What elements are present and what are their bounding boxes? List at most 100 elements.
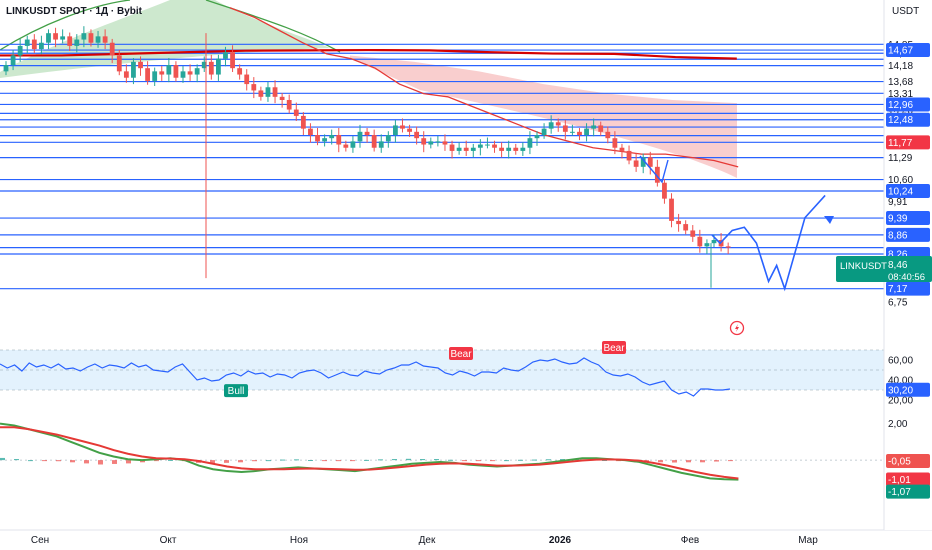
time-tick: Фев: [681, 535, 699, 546]
candle-body: [414, 131, 420, 139]
level-tag[interactable]: [886, 227, 930, 242]
candle-body: [39, 42, 44, 50]
candle-body: [194, 68, 200, 75]
macd-pane: [0, 422, 884, 481]
candle-body: [109, 42, 115, 56]
rsi-signal-label: Bear: [450, 349, 472, 360]
price-tag[interactable]: LINKUSDT 8,46 08:40:56: [836, 256, 932, 283]
candle-body: [102, 36, 108, 43]
candle-body: [662, 182, 667, 199]
candle-body: [407, 128, 412, 132]
macd-hist-bar: [224, 460, 229, 463]
candle-body: [555, 122, 561, 126]
level-tag[interactable]: [886, 184, 930, 198]
projection-path[interactable]: [639, 155, 834, 292]
green-ma-line: [0, 0, 131, 51]
level-tag[interactable]: [886, 281, 930, 296]
level-tag-label: 12,48: [888, 115, 913, 126]
green-cloud: [0, 0, 330, 78]
price-tag-countdown: 08:40:56: [888, 272, 925, 283]
rsi-signal-badge: [602, 341, 626, 354]
candle-body: [527, 138, 533, 148]
candle-body: [619, 147, 625, 151]
macd-hist-bar: [672, 460, 677, 463]
macd-hist-bar: [140, 460, 145, 463]
rsi-signal-label: Bull: [228, 386, 245, 397]
price-tick: 13,68: [888, 77, 913, 88]
macd-hist-bar: [448, 459, 453, 461]
price-tick: 11,29: [888, 153, 913, 164]
candle-body: [612, 138, 618, 148]
candle-body: [548, 122, 554, 129]
macd-value-label: -0,05: [888, 457, 911, 468]
candle-body: [626, 150, 632, 161]
candle-body: [173, 65, 179, 78]
macd-hist-bar: [294, 459, 299, 461]
rsi-tick: 40,00: [888, 376, 913, 387]
candle-body: [725, 246, 731, 248]
candle-body: [265, 87, 271, 97]
candle-body: [223, 52, 228, 59]
macd-hist-bar: [56, 460, 61, 462]
level-tag-label: 9,39: [888, 214, 908, 225]
candle-body: [67, 36, 73, 46]
macd-hist-bar: [490, 460, 495, 462]
candle-body: [442, 141, 448, 145]
time-tick: 2026: [549, 535, 572, 546]
price-tick: 6,75: [888, 298, 908, 309]
candle-body: [421, 138, 427, 145]
macd-value-label: -1,07: [888, 487, 911, 498]
time-tick: Мар: [798, 535, 818, 546]
time-axis: Сен Окт Ноя Дек 2026 Фев Мар: [0, 529, 932, 546]
macd-hist-bar: [420, 459, 425, 461]
candle-body: [322, 138, 327, 142]
candle-body: [60, 36, 66, 40]
macd-hist-bar: [392, 459, 397, 461]
candle-body: [138, 61, 143, 69]
price-tick: 13,31: [888, 89, 913, 100]
candle-body: [3, 65, 9, 72]
candle-body: [208, 61, 214, 75]
level-tag[interactable]: [886, 43, 930, 58]
level-tag-label: 11,77: [888, 138, 913, 149]
candle-body: [676, 220, 681, 225]
candle-body: [704, 243, 710, 247]
candle-body: [690, 230, 696, 237]
rsi-signal-badge: [224, 384, 248, 398]
candle-body: [46, 33, 51, 43]
candle-body: [244, 74, 250, 85]
horizontal-levels[interactable]: [0, 43, 884, 290]
macd-signal-line: [0, 426, 739, 480]
candle-body: [669, 198, 674, 221]
candle-body: [477, 144, 483, 148]
time-tick: Сен: [31, 535, 49, 546]
projection-line[interactable]: [711, 194, 826, 292]
candle-body: [605, 131, 611, 139]
candle-body: [570, 131, 575, 133]
macd-hist-bar: [546, 459, 551, 461]
rsi-current-tag: [886, 382, 930, 397]
level-tag[interactable]: [886, 112, 930, 127]
candle-body: [230, 52, 235, 69]
level-tag[interactable]: [886, 135, 930, 150]
candle-body: [541, 128, 547, 135]
candle-body: [385, 135, 391, 142]
rsi-pane: Bull Bear Bear: [0, 341, 884, 398]
macd-hist-bar: [406, 458, 411, 461]
macd-hist-bar: [504, 460, 509, 462]
candle-body: [584, 128, 589, 135]
candle-body: [187, 71, 193, 75]
macd-hist-bar: [686, 460, 691, 463]
candle-body: [562, 125, 568, 132]
macd-value-tag: [886, 484, 930, 499]
projection-zigzag: [639, 155, 669, 184]
lightning-icon[interactable]: [729, 320, 745, 336]
macd-hist-bar: [28, 460, 33, 462]
candle-body: [329, 135, 335, 139]
level-tag[interactable]: [886, 97, 930, 112]
macd-hist-bar: [434, 459, 439, 461]
price-tick: 10,60: [888, 175, 913, 186]
candle-body: [180, 71, 186, 78]
level-tag[interactable]: [886, 211, 930, 226]
